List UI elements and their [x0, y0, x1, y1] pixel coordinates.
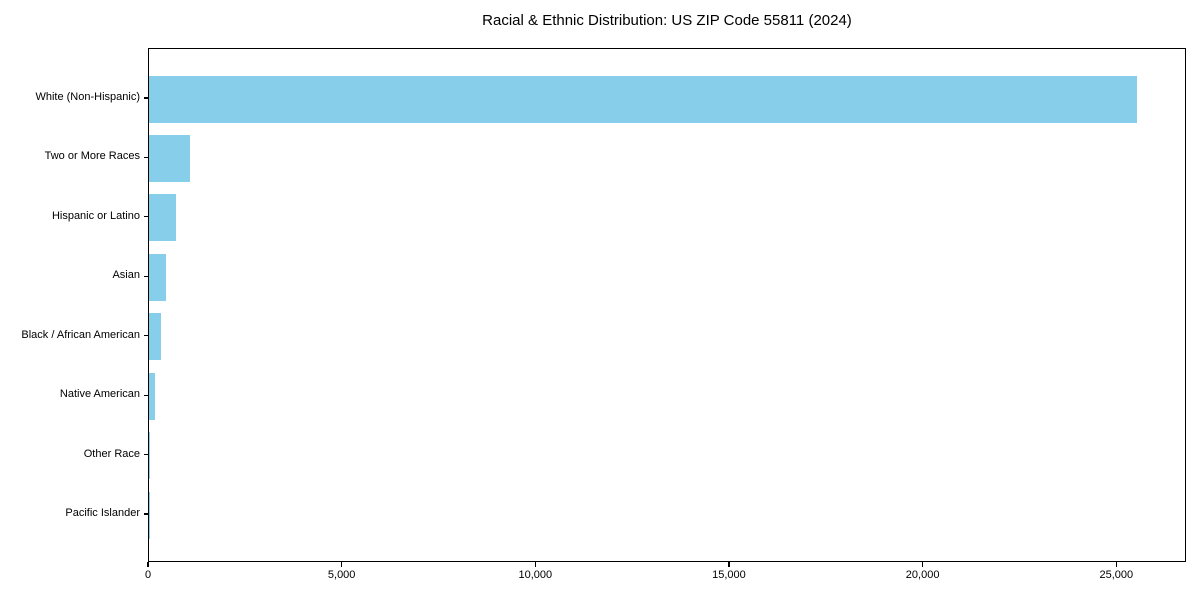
x-tick-mark: [534, 562, 536, 567]
y-tick-label: Asian: [112, 269, 140, 282]
y-tick-label: White (Non-Hispanic): [35, 91, 140, 103]
bar-2: [149, 194, 177, 242]
plot-area: [148, 48, 1186, 562]
x-tick-label: 20,000: [905, 569, 940, 581]
x-tick-mark: [728, 562, 730, 567]
y-tick-label: Hispanic or Latino: [51, 209, 140, 222]
x-tick-mark: [147, 562, 149, 567]
x-tick-mark: [922, 562, 924, 567]
x-tick-label: 10,000: [518, 569, 553, 581]
y-tick-label: Pacific Islander: [65, 507, 140, 519]
bar-4: [149, 313, 161, 361]
y-tick-mark: [143, 453, 148, 456]
bar-0: [149, 75, 1137, 123]
chart-title: Racial & Ethnic Distribution: US ZIP Cod…: [482, 12, 852, 29]
x-tick-label: 5,000: [327, 569, 356, 581]
y-tick-mark: [143, 156, 148, 159]
x-tick-mark: [1115, 562, 1117, 567]
x-tick-label: 25,000: [1099, 569, 1134, 581]
x-tick-label: 15,000: [712, 569, 746, 581]
y-tick-label: Other Race: [83, 447, 140, 460]
x-tick-mark: [341, 562, 343, 567]
y-tick-label: Two or More Races: [44, 150, 140, 163]
y-tick-label: Black / African American: [21, 328, 140, 341]
y-tick-mark: [143, 275, 148, 277]
y-tick-mark: [143, 335, 148, 337]
y-tick-mark: [143, 97, 148, 99]
bar-3: [149, 253, 167, 301]
x-tick-label: 0: [144, 569, 152, 581]
y-tick-label: Native American: [59, 388, 140, 401]
bar-1: [149, 134, 190, 182]
y-tick-mark: [143, 394, 148, 396]
bar-7: [149, 491, 150, 539]
bar-5: [149, 372, 155, 420]
bar-6: [149, 432, 151, 480]
y-tick-mark: [143, 216, 148, 218]
y-tick-mark: [143, 513, 148, 515]
